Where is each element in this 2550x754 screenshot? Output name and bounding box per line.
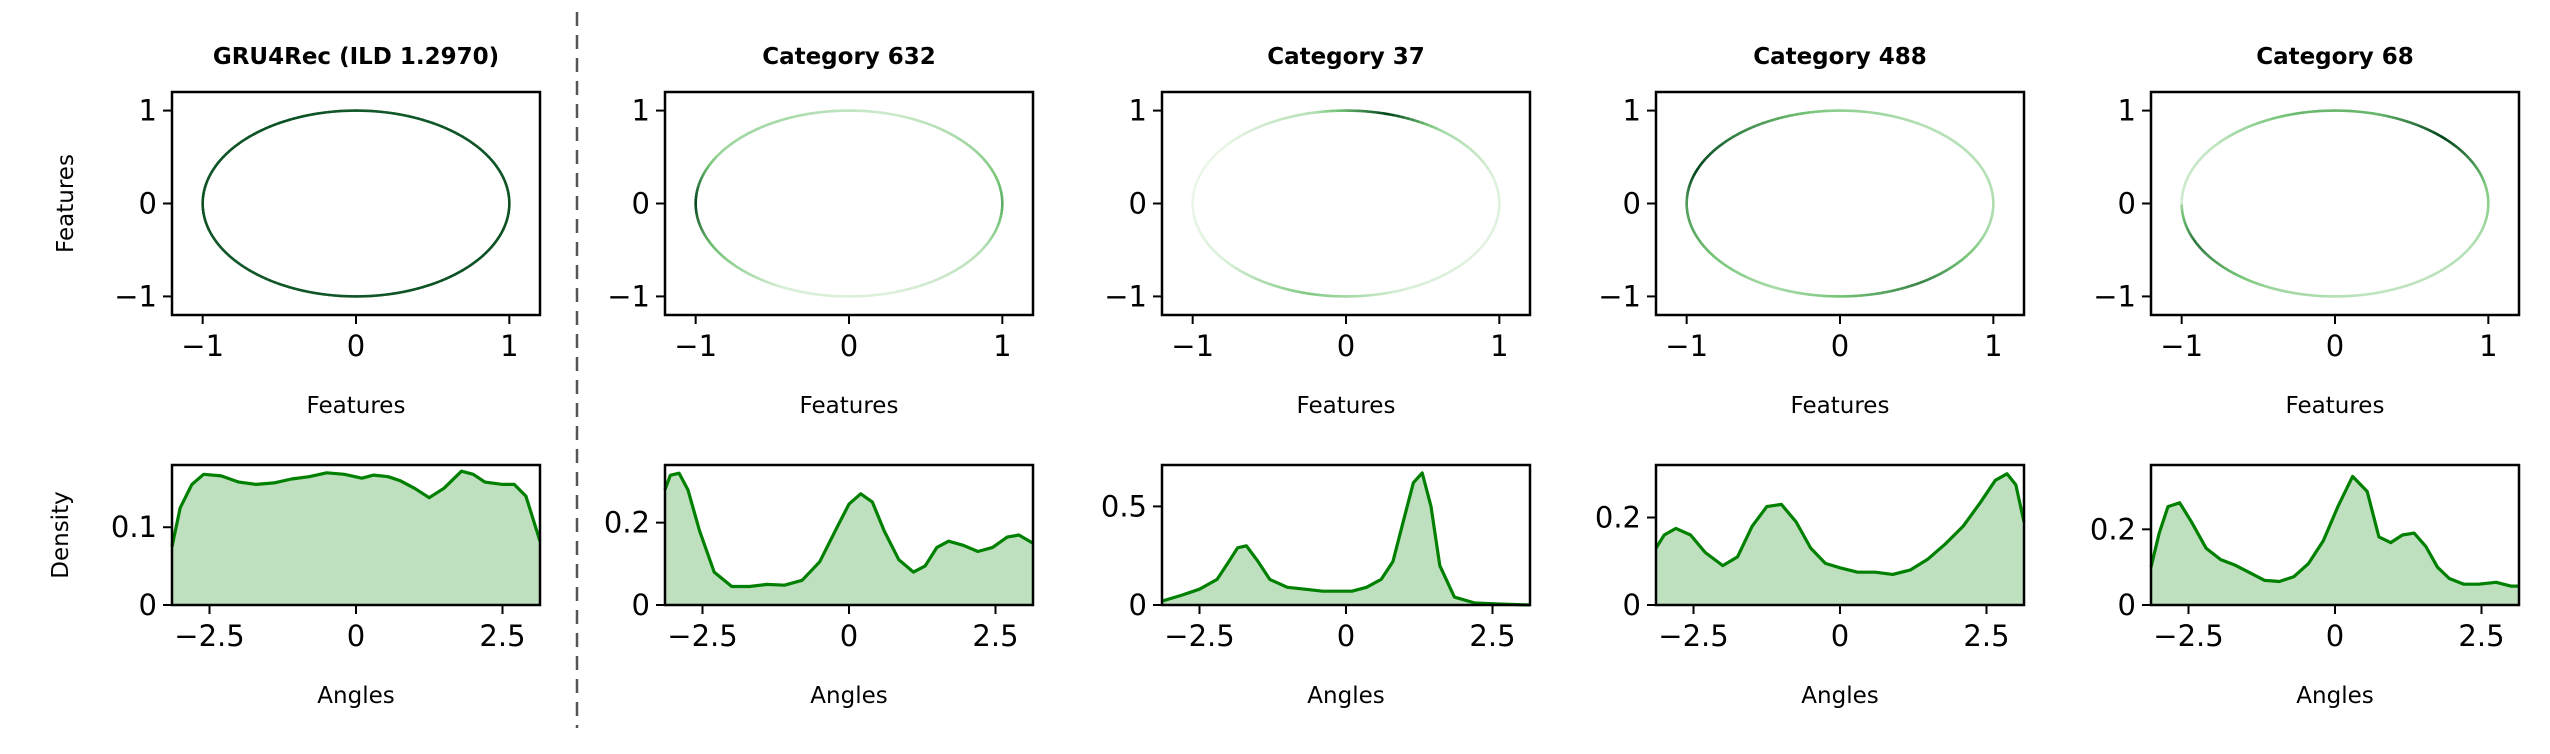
x-tick-label: 0 xyxy=(1831,619,1849,653)
circle-panel-5: −1 0 1 −1 0 1 Category 68 Features xyxy=(2093,44,2519,419)
circle-panel-2: −1 0 1 −1 0 1 Category 632 Features xyxy=(607,44,1033,419)
circle-panel-1: −1 0 1 −1 0 1 GRU4Rec (ILD 1.2970) Features Feat… xyxy=(53,44,540,419)
y-axis-label: Features xyxy=(53,154,79,253)
y-tick-label: 0 xyxy=(1129,588,1147,622)
x-axis-label: Features xyxy=(1791,393,1890,419)
x-tick-label: 0 xyxy=(2326,329,2344,363)
x-axis-label: Angles xyxy=(317,683,394,709)
x-tick-label: 2.5 xyxy=(972,619,1018,653)
panel-title: Category 68 xyxy=(2256,44,2414,70)
circle-panel-3: −1 0 1 −1 0 1 Category 37 Features xyxy=(1104,44,1530,419)
y-tick-label: 1 xyxy=(632,94,650,128)
density-panel-3: −2.5 0 2.5 0 0.5 Angles xyxy=(1101,465,1530,709)
panel-title: Category 632 xyxy=(762,44,936,70)
y-tick-label: 0 xyxy=(632,187,650,221)
density-panel-5: −2.5 0 2.5 0 0.2 Angles xyxy=(2090,465,2519,709)
y-tick-label: 0 xyxy=(1623,588,1641,622)
y-tick-label: 0 xyxy=(2118,187,2136,221)
x-tick-label: −1 xyxy=(1665,329,1708,363)
x-tick-label: −1 xyxy=(674,329,717,363)
circle-panel-4: −1 0 1 −1 0 1 Category 488 Features xyxy=(1598,44,2024,419)
panel-title: GRU4Rec (ILD 1.2970) xyxy=(213,44,499,70)
density-area xyxy=(1656,474,2024,605)
y-tick-label: 0 xyxy=(2118,588,2136,622)
x-axis-label: Angles xyxy=(1801,683,1878,709)
y-tick-label: −1 xyxy=(1598,279,1641,313)
x-axis-label: Angles xyxy=(810,683,887,709)
plot-frame xyxy=(172,92,540,315)
x-tick-label: 2.5 xyxy=(479,619,525,653)
panel-title: Category 37 xyxy=(1267,44,1425,70)
y-tick-label: 0 xyxy=(1623,187,1641,221)
x-tick-label: 1 xyxy=(1984,329,2002,363)
x-tick-label: 0 xyxy=(1831,329,1849,363)
panel-title: Category 488 xyxy=(1753,44,1927,70)
x-tick-label: 0 xyxy=(840,329,858,363)
x-tick-label: −2.5 xyxy=(2153,619,2223,653)
x-tick-label: 0 xyxy=(347,619,365,653)
x-tick-label: 0 xyxy=(1337,619,1355,653)
density-area xyxy=(172,471,540,605)
y-tick-label: 1 xyxy=(2118,94,2136,128)
x-tick-label: 1 xyxy=(1490,329,1508,363)
plot-frame xyxy=(665,92,1033,315)
plot-frame xyxy=(1656,92,2024,315)
x-tick-label: 1 xyxy=(993,329,1011,363)
x-tick-label: 0 xyxy=(840,619,858,653)
y-tick-label: 1 xyxy=(1129,94,1147,128)
x-tick-label: −2.5 xyxy=(667,619,737,653)
x-axis-label: Features xyxy=(1297,393,1396,419)
x-axis-label: Angles xyxy=(2296,683,2373,709)
x-tick-label: 1 xyxy=(2479,329,2497,363)
plot-frame xyxy=(2151,92,2519,315)
x-tick-label: 0 xyxy=(1337,329,1355,363)
plot-frame xyxy=(1162,92,1530,315)
y-tick-label: −1 xyxy=(2093,279,2136,313)
y-tick-label: 0.5 xyxy=(1101,489,1147,523)
x-tick-label: 2.5 xyxy=(1963,619,2009,653)
density-panel-2: −2.5 0 2.5 0 0.2 Angles xyxy=(604,465,1033,709)
density-panel-4: −2.5 0 2.5 0 0.2 Angles xyxy=(1595,465,2024,709)
x-tick-label: 0 xyxy=(2326,619,2344,653)
density-area xyxy=(1162,473,1530,605)
y-tick-label: 1 xyxy=(1623,94,1641,128)
y-tick-label: 0 xyxy=(632,588,650,622)
x-axis-label: Features xyxy=(307,393,406,419)
x-tick-label: 2.5 xyxy=(1469,619,1515,653)
y-tick-label: −1 xyxy=(1104,279,1147,313)
x-tick-label: 2.5 xyxy=(2458,619,2504,653)
y-axis-label: Density xyxy=(48,491,74,578)
x-tick-label: −2.5 xyxy=(1164,619,1234,653)
x-tick-label: −1 xyxy=(1171,329,1214,363)
x-axis-label: Features xyxy=(2286,393,2385,419)
x-axis-label: Features xyxy=(800,393,899,419)
y-tick-label: 0.1 xyxy=(111,510,157,544)
x-tick-label: −1 xyxy=(2160,329,2203,363)
x-tick-label: −1 xyxy=(181,329,224,363)
x-tick-label: 1 xyxy=(500,329,518,363)
x-axis-label: Angles xyxy=(1307,683,1384,709)
y-tick-label: 0 xyxy=(139,187,157,221)
density-panel-1: −2.5 0 2.5 0 0.1 Angles Density xyxy=(48,465,540,709)
x-tick-label: −2.5 xyxy=(1658,619,1728,653)
x-tick-label: 0 xyxy=(347,329,365,363)
y-tick-label: 0 xyxy=(139,588,157,622)
x-tick-label: −2.5 xyxy=(174,619,244,653)
y-tick-label: 0.2 xyxy=(2090,512,2136,546)
y-tick-label: 1 xyxy=(139,94,157,128)
y-tick-label: −1 xyxy=(114,279,157,313)
y-tick-label: 0.2 xyxy=(1595,501,1641,535)
y-tick-label: 0 xyxy=(1129,187,1147,221)
density-area xyxy=(665,473,1033,605)
y-tick-label: −1 xyxy=(607,279,650,313)
y-tick-label: 0.2 xyxy=(604,506,650,540)
